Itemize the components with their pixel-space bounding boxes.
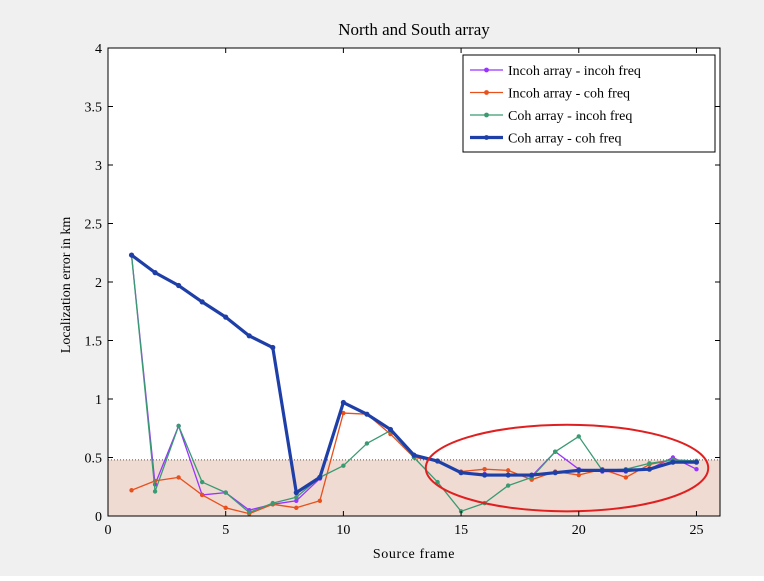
- data-point: [623, 475, 629, 480]
- data-point: [387, 426, 394, 433]
- data-point: [647, 461, 652, 466]
- data-point: [340, 399, 346, 406]
- data-point: [435, 479, 440, 485]
- data-point: [576, 472, 581, 478]
- data-point: [199, 479, 205, 485]
- x-tick-label: 25: [689, 523, 703, 538]
- data-point: [247, 510, 252, 515]
- data-point: [294, 498, 299, 503]
- data-point: [270, 344, 276, 351]
- data-point: [199, 492, 205, 498]
- data-point: [294, 495, 299, 500]
- data-point: [152, 489, 158, 494]
- data-point: [482, 472, 488, 478]
- y-tick-label: 3.5: [85, 101, 103, 116]
- x-axis: 0 5 10 15 20 25: [105, 48, 703, 538]
- data-point: [152, 270, 158, 276]
- y-tick-label: 1.5: [85, 335, 103, 350]
- y-tick-label: 1: [95, 393, 102, 408]
- data-point: [270, 500, 275, 506]
- data-point: [176, 475, 181, 480]
- y-tick-label: 2: [95, 276, 102, 291]
- data-point: [199, 299, 205, 305]
- data-point: [576, 467, 582, 473]
- legend-label: Incoh array - incoh freq: [508, 64, 641, 79]
- data-point: [529, 472, 535, 478]
- data-point: [176, 282, 182, 289]
- y-axis-label: Localization error in km: [59, 217, 74, 354]
- data-point: [482, 467, 487, 472]
- data-point: [552, 470, 558, 476]
- highlight-layer: [424, 423, 710, 513]
- data-point: [246, 333, 252, 339]
- legend-label: Incoh array - coh freq: [508, 87, 630, 102]
- data-point: [341, 463, 346, 468]
- legend: Incoh array - incoh freq Incoh array - co…: [462, 54, 716, 153]
- legend-marker: [484, 90, 489, 95]
- series-4: [128, 252, 700, 496]
- data-point: [646, 466, 652, 472]
- x-tick-label: 5: [222, 523, 229, 538]
- x-tick-label: 0: [105, 523, 112, 538]
- data-point: [223, 490, 228, 495]
- data-point: [599, 467, 605, 473]
- legend-marker: [484, 112, 489, 118]
- data-point: [176, 423, 181, 429]
- data-point: [434, 458, 441, 464]
- data-point: [505, 468, 511, 473]
- x-tick-label: 10: [336, 523, 350, 538]
- x-axis-label: Source frame: [373, 547, 455, 562]
- data-point: [317, 474, 323, 480]
- data-point: [576, 434, 581, 439]
- data-point: [294, 505, 299, 511]
- data-point: [623, 467, 629, 473]
- y-tick-label: 0: [95, 510, 102, 525]
- legend-label: Coh array - coh freq: [508, 132, 622, 147]
- data-point: [223, 314, 229, 320]
- data-point: [670, 459, 676, 465]
- y-tick-label: 0.5: [85, 452, 103, 467]
- data-point: [129, 488, 134, 493]
- y-tick-label: 3: [95, 159, 102, 174]
- legend-marker: [484, 135, 489, 140]
- legend-marker: [484, 67, 489, 73]
- data-point: [128, 252, 135, 258]
- data-point: [388, 431, 393, 437]
- series-layer: [128, 252, 700, 516]
- legend-box: [462, 54, 716, 153]
- y-tick-label: 2.5: [85, 218, 103, 233]
- highlight-ellipse: [424, 423, 710, 513]
- data-point: [553, 449, 558, 454]
- x-tick-label: 15: [454, 523, 468, 538]
- chart-title: North and South array: [338, 20, 490, 39]
- y-axis: 0 0.5 1 1.5 2 2.5 3 3.5 4: [85, 42, 720, 525]
- data-point: [341, 410, 346, 416]
- data-point: [411, 452, 417, 458]
- legend-label: Coh array - incoh freq: [508, 109, 632, 124]
- data-point: [458, 470, 464, 476]
- data-point: [694, 467, 699, 472]
- x-tick-label: 20: [572, 523, 586, 538]
- data-point: [364, 441, 370, 446]
- y-tick-label: 4: [95, 42, 102, 57]
- data-point: [505, 472, 511, 478]
- data-point: [505, 483, 511, 488]
- data-point: [364, 411, 370, 417]
- data-point: [293, 490, 299, 496]
- data-point: [317, 498, 323, 503]
- data-point: [223, 505, 228, 511]
- data-point: [693, 459, 700, 465]
